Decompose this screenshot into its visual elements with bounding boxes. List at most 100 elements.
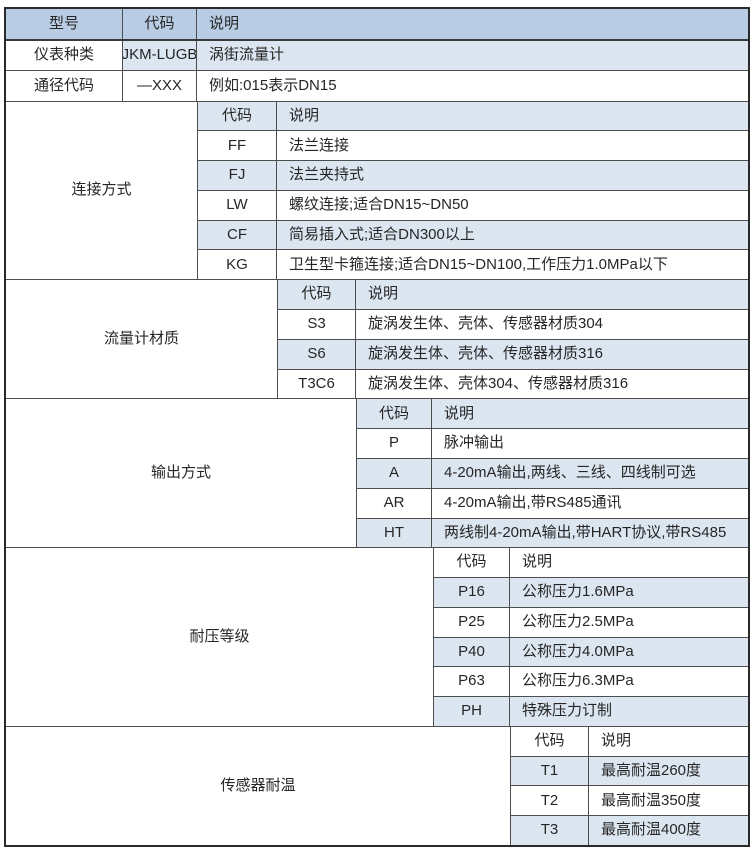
option-row-S6: S6 旋涡发生体、壳体、传感器材质316 [278, 339, 748, 370]
option-row-HT: HT 两线制4-20mA输出,带HART协议,带RS485 [357, 518, 748, 548]
desc-cell: 公称压力2.5MPa [510, 607, 748, 637]
code-cell: S3 [278, 309, 356, 339]
desc-cell: 最高耐温400度 [589, 816, 748, 846]
desc-cell: 公称压力6.3MPa [510, 667, 748, 696]
code-cell: PH [434, 696, 510, 726]
desc-cell: 两线制4-20mA输出,带HART协议,带RS485 [432, 518, 748, 548]
desc-cell: 公称压力4.0MPa [510, 637, 748, 667]
code-cell: —XXX [123, 71, 197, 101]
sub-header-desc: 说明 [432, 399, 748, 429]
sub-header-code: 代码 [434, 548, 510, 578]
header-model: 型号 [6, 9, 123, 39]
option-row-T1: T1 最高耐温260度 [511, 756, 748, 787]
desc-cell: 4-20mA输出,带RS485通讯 [432, 488, 748, 518]
desc-cell: 法兰夹持式 [277, 161, 748, 190]
desc-cell: 法兰连接 [277, 131, 748, 161]
option-row-FF: FF 法兰连接 [198, 131, 748, 162]
code-cell: KG [198, 250, 277, 280]
code-cell: S6 [278, 339, 356, 369]
sub-header-row: 代码 说明 [278, 280, 748, 310]
code-cell: P16 [434, 578, 510, 607]
desc-cell: 旋涡发生体、壳体、传感器材质304 [356, 309, 748, 339]
sub-header-code: 代码 [278, 280, 356, 309]
row-diameter-code: 通径代码 —XXX 例如:015表示DN15 [6, 71, 748, 102]
table-header-row: 型号 代码 说明 [6, 9, 748, 41]
sub-header-desc: 说明 [510, 548, 748, 578]
section-body: 代码 说明 FF 法兰连接 FJ 法兰夹持式 LW 螺纹连接;适合DN15~DN… [198, 101, 748, 280]
sub-header-code: 代码 [511, 726, 589, 756]
desc-cell: 4-20mA输出,两线、三线、四线制可选 [432, 458, 748, 488]
option-row-PH: PH 特殊压力订制 [434, 696, 748, 726]
code-cell: FJ [198, 161, 277, 190]
desc-cell: 最高耐温260度 [589, 756, 748, 786]
option-row-P16: P16 公称压力1.6MPa [434, 578, 748, 608]
code-cell: A [357, 458, 432, 488]
sub-header-desc: 说明 [356, 280, 748, 309]
code-cell: HT [357, 518, 432, 548]
desc-cell: 特殊压力订制 [510, 696, 748, 726]
option-row-S3: S3 旋涡发生体、壳体、传感器材质304 [278, 309, 748, 340]
header-desc: 说明 [209, 14, 240, 32]
option-row-P63: P63 公称压力6.3MPa [434, 667, 748, 697]
desc-cell: 简易插入式;适合DN300以上 [277, 220, 748, 250]
code-cell: AR [357, 488, 432, 518]
section-pressure-rating: 耐压等级 代码 说明 P16 公称压力1.6MPa P25 公称压力2.5MPa… [6, 548, 748, 727]
code-cell: T1 [511, 756, 589, 786]
option-row-CF: CF 简易插入式;适合DN300以上 [198, 220, 748, 251]
section-label: 输出方式 [6, 399, 357, 548]
code-cell: T2 [511, 786, 589, 816]
code-cell: T3C6 [278, 369, 356, 399]
code-cell: P63 [434, 667, 510, 696]
sub-header-code: 代码 [198, 101, 277, 131]
option-row-P: P 脉冲输出 [357, 429, 748, 459]
row-label: 通径代码 [6, 71, 123, 101]
section-connection-type: 连接方式 代码 说明 FF 法兰连接 FJ 法兰夹持式 LW 螺纹连接;适合DN… [6, 101, 748, 281]
section-label: 耐压等级 [6, 548, 434, 726]
sub-header-desc: 说明 [589, 726, 748, 756]
code-cell: JKM-LUGB [123, 40, 197, 71]
option-row-LW: LW 螺纹连接;适合DN15~DN50 [198, 190, 748, 221]
code-cell: CF [198, 220, 277, 250]
section-material: 流量计材质 代码 说明 S3 旋涡发生体、壳体、传感器材质304 S6 旋涡发生… [6, 280, 748, 400]
sub-header-code: 代码 [357, 399, 432, 429]
model-selection-table: 型号 代码 说明 仪表种类 JKM-LUGB 涡街流量计 通径代码 —XXX 例… [4, 7, 750, 847]
section-sensor-temperature: 传感器耐温 代码 说明 T1 最高耐温260度 T2 最高耐温350度 T3 最… [6, 726, 748, 846]
header-code: 代码 [123, 9, 197, 39]
option-row-P40: P40 公称压力4.0MPa [434, 637, 748, 668]
desc-cell: 例如:015表示DN15 [197, 71, 748, 101]
option-row-KG: KG 卫生型卡箍连接;适合DN15~DN100,工作压力1.0MPa以下 [198, 250, 748, 280]
row-instrument-type: 仪表种类 JKM-LUGB 涡街流量计 [6, 40, 748, 72]
option-row-T3C6: T3C6 旋涡发生体、壳体304、传感器材质316 [278, 369, 748, 399]
section-body: 代码 说明 P 脉冲输出 A 4-20mA输出,两线、三线、四线制可选 AR 4… [357, 399, 748, 548]
desc-cell: 卫生型卡箍连接;适合DN15~DN100,工作压力1.0MPa以下 [277, 250, 748, 280]
section-label: 连接方式 [6, 101, 198, 280]
code-cell: LW [198, 190, 277, 220]
section-body: 代码 说明 S3 旋涡发生体、壳体、传感器材质304 S6 旋涡发生体、壳体、传… [278, 280, 748, 399]
option-row-P25: P25 公称压力2.5MPa [434, 607, 748, 638]
code-cell: P [357, 429, 432, 458]
section-label: 传感器耐温 [6, 726, 511, 845]
code-cell: FF [198, 131, 277, 161]
sub-header-row: 代码 说明 [357, 399, 748, 430]
option-row-A: A 4-20mA输出,两线、三线、四线制可选 [357, 458, 748, 489]
code-cell: T3 [511, 816, 589, 846]
section-body: 代码 说明 P16 公称压力1.6MPa P25 公称压力2.5MPa P40 … [434, 548, 748, 726]
sub-header-row: 代码 说明 [198, 101, 748, 132]
sub-header-row: 代码 说明 [511, 726, 748, 757]
option-row-AR: AR 4-20mA输出,带RS485通讯 [357, 488, 748, 519]
desc-cell: 旋涡发生体、壳体304、传感器材质316 [356, 369, 748, 399]
sub-header-desc: 说明 [277, 101, 748, 131]
desc-cell: 旋涡发生体、壳体、传感器材质316 [356, 339, 748, 369]
code-cell: P25 [434, 607, 510, 637]
row-label: 仪表种类 [6, 40, 123, 71]
desc-cell: 公称压力1.6MPa [510, 578, 748, 607]
desc-cell: 最高耐温350度 [589, 786, 748, 816]
desc-cell: 脉冲输出 [432, 429, 748, 458]
section-body: 代码 说明 T1 最高耐温260度 T2 最高耐温350度 T3 最高耐温400… [511, 726, 748, 846]
desc-cell: 螺纹连接;适合DN15~DN50 [277, 190, 748, 220]
option-row-T2: T2 最高耐温350度 [511, 786, 748, 817]
option-row-T3: T3 最高耐温400度 [511, 816, 748, 846]
section-output-mode: 输出方式 代码 说明 P 脉冲输出 A 4-20mA输出,两线、三线、四线制可选… [6, 399, 748, 549]
desc-cell: 涡街流量计 [197, 40, 748, 71]
section-label: 流量计材质 [6, 280, 278, 399]
